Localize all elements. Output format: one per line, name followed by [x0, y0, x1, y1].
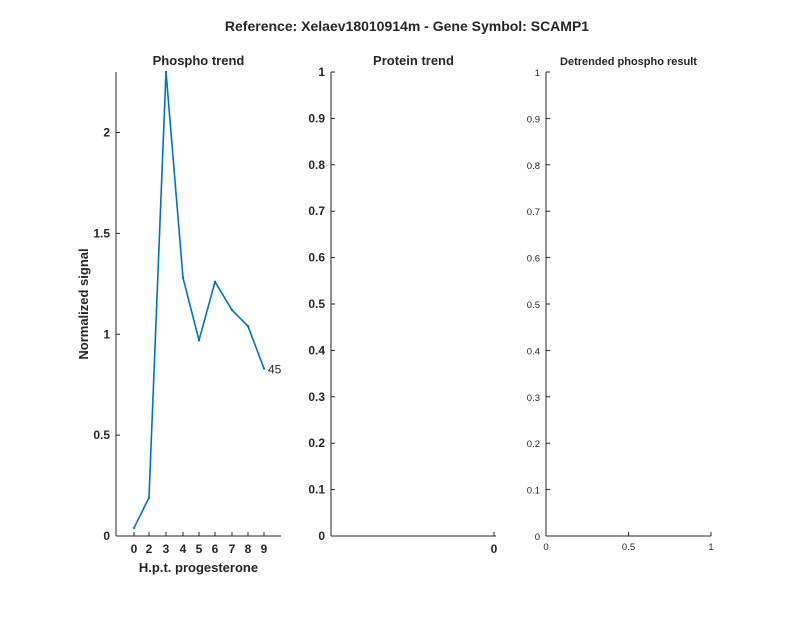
data-point	[230, 308, 234, 312]
y-tick-label: 0.8	[527, 161, 540, 172]
x-tick-label: 7	[229, 542, 236, 556]
y-tick-label: 0.9	[308, 111, 325, 125]
y-tick-label: 0	[535, 532, 540, 543]
y-tick-label: 0.3	[527, 393, 540, 404]
y-tick-label: 0.1	[308, 483, 325, 497]
data-point	[132, 526, 136, 530]
y-tick-label: 1	[318, 65, 325, 79]
y-tick-label: 0.7	[308, 204, 325, 218]
y-tick-label: 0	[318, 529, 325, 543]
y-tick-label: 0.6	[308, 251, 325, 265]
detrended-phospho-panel: Detrended phospho result 0 0.1 0.2 0.3 0.4 0.5…	[527, 56, 714, 553]
figure-title: Reference: Xelaev18010914m - Gene Symbol…	[225, 18, 589, 34]
data-point	[262, 367, 266, 370]
y-tick-label: 0.9	[527, 114, 540, 125]
data-point	[197, 339, 201, 342]
x-tick-label: 5	[196, 542, 203, 556]
series-line	[133, 71, 265, 529]
y-tick-label: 0.4	[527, 346, 540, 357]
y-tick-label: 1	[103, 327, 110, 341]
series-end-label: 45	[268, 363, 282, 377]
y-tick-label: 0.7	[527, 207, 540, 218]
x-tick-label: 0.5	[622, 542, 635, 553]
x-tick-label: 0	[131, 542, 138, 556]
protein-trend-panel: Protein trend 0 0.1 0.2 0.3 0.4 0.5 0.6 0.7 0.8 0.…	[308, 53, 497, 556]
y-tick-label: 2	[103, 126, 110, 140]
y-tick-label: 1	[535, 68, 540, 79]
y-tick-label: 0.5	[93, 428, 110, 442]
x-tick-label: 2	[146, 542, 153, 556]
x-tick-label: 9	[261, 542, 268, 556]
x-tick-label: 3	[163, 542, 170, 556]
y-tick-label: 0.2	[527, 439, 540, 450]
y-tick-label: 0.8	[308, 158, 325, 172]
data-point	[181, 276, 185, 279]
x-tick-label: 8	[245, 542, 252, 556]
x-axis-label: H.p.t. progesterone	[139, 560, 258, 575]
y-tick-label: 0.5	[308, 297, 325, 311]
y-tick-label: 0.5	[527, 300, 540, 311]
x-tick-label: 4	[180, 542, 187, 556]
x-tick-label: 0	[543, 542, 548, 553]
data-point	[246, 324, 250, 328]
panel-title: Phospho trend	[153, 53, 245, 68]
y-tick-label: 0.2	[308, 436, 325, 450]
y-tick-label: 0.6	[527, 254, 540, 265]
panel-title: Protein trend	[373, 53, 454, 68]
panel-title: Detrended phospho result	[560, 56, 697, 68]
x-tick-label: 6	[212, 542, 219, 556]
data-point	[147, 496, 151, 499]
data-point	[213, 280, 217, 284]
y-tick-label: 0.4	[308, 343, 325, 357]
y-axis-label: Normalized signal	[76, 248, 91, 359]
y-tick-label: 0.1	[527, 486, 540, 497]
x-tick-label: 1	[708, 542, 713, 553]
y-tick-label: 1.5	[93, 226, 110, 240]
data-point	[164, 70, 168, 74]
y-tick-label: 0.3	[308, 390, 325, 404]
x-tick-label: 0	[491, 542, 498, 556]
y-tick-label: 0	[103, 529, 110, 543]
